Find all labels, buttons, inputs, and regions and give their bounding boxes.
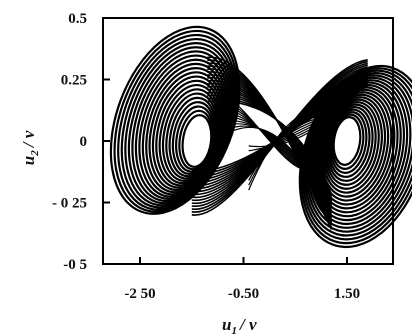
- trajectory-band: [222, 106, 327, 173]
- scroll-loop: [318, 93, 390, 202]
- trajectory-band: [222, 96, 327, 171]
- y-tick-label: 0.5: [68, 11, 87, 27]
- scroll-loop: [321, 98, 383, 194]
- y-axis-ticks: 0.5 0.25 0 - 0 25 -0 5: [52, 11, 110, 273]
- scroll-loop: [331, 113, 365, 170]
- scroll-loop: [314, 86, 399, 214]
- scroll-loop: [323, 101, 380, 190]
- x-axis-ticks: -2 50 -0.50 1.50: [124, 257, 360, 302]
- trajectory-band: [248, 114, 338, 181]
- x-axis-label: u1/ v: [222, 315, 257, 334]
- scroll-loop: [303, 71, 412, 237]
- scroll-loop: [298, 64, 412, 249]
- scroll-center-hole: [337, 122, 357, 160]
- scroll-loop: [309, 79, 409, 226]
- scroll-loop: [302, 69, 412, 241]
- trajectory-band: [222, 126, 327, 198]
- scroll-loop: [320, 96, 387, 198]
- scroll-center-hole: [187, 121, 207, 161]
- trajectory-band: [207, 100, 333, 195]
- scroll-loop: [300, 67, 412, 245]
- trajectory-band: [248, 106, 338, 148]
- scroll-loop: [317, 91, 393, 206]
- trajectory-band: [222, 120, 327, 184]
- scroll-loop: [328, 108, 371, 178]
- y-tick-label: - 0 25: [52, 196, 87, 212]
- x-tick-label: -2 50: [124, 286, 155, 302]
- y-tick-label: 0.25: [61, 73, 87, 89]
- y-tick-label: -0 5: [63, 257, 87, 273]
- trajectory-band: [222, 101, 327, 171]
- scroll-loop: [109, 25, 241, 215]
- x-tick-label: 1.50: [334, 286, 360, 302]
- scroll-loop: [332, 116, 362, 166]
- trajectory-band: [222, 91, 327, 171]
- y-tick-label: 0: [80, 134, 88, 150]
- scroll-loop: [312, 83, 402, 218]
- x-tick-label: -0.50: [228, 286, 259, 302]
- scroll-loop: [310, 81, 406, 222]
- scroll-loop: [325, 103, 377, 186]
- attractor-trajectory: [109, 25, 412, 249]
- y-axis-label: u2/ v: [19, 130, 41, 165]
- scroll-loop: [305, 74, 412, 233]
- scroll-loop: [315, 88, 396, 210]
- scroll-loop: [329, 111, 368, 174]
- scroll-loop: [326, 106, 374, 182]
- trajectory-band: [222, 115, 327, 179]
- trajectory-band: [222, 110, 327, 175]
- scroll-loop: [307, 76, 412, 229]
